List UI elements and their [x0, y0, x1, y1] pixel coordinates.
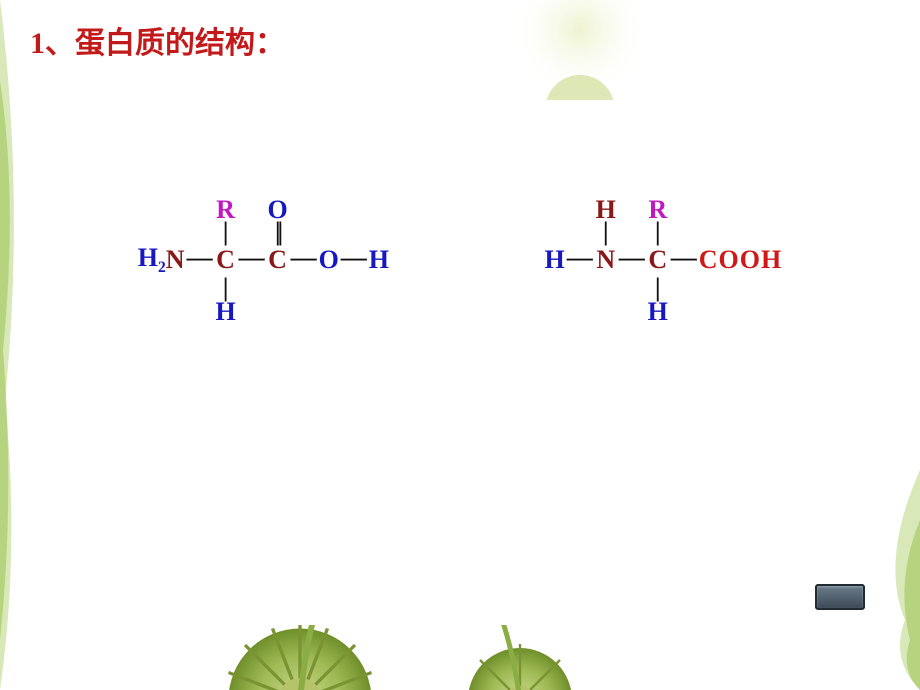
h-atom: H [215, 299, 235, 325]
bond: — [619, 243, 645, 273]
slide-title: 1、蛋白质的结构： [30, 18, 285, 62]
alpha-carbon: R | C | H [215, 245, 237, 275]
h-atom: H [369, 245, 389, 275]
alpha-carbon: R | C | H [647, 245, 669, 275]
bond: — [341, 243, 367, 273]
carbonyl-carbon: O || C [267, 245, 289, 275]
n-atom: H | N [595, 245, 617, 275]
bond: — [239, 243, 265, 273]
slide-content: 1、蛋白质的结构： H2N — R | C | H — O || C — O —… [0, 0, 920, 690]
bond: — [291, 243, 317, 273]
bond-vert: | [223, 219, 229, 245]
chemical-structures: H2N — R | C | H — O || C — O — H H — [60, 170, 860, 350]
amino-acid-structure-right: H — H | N — R | C | H — COOH [545, 245, 783, 275]
navigation-icon[interactable] [815, 584, 865, 610]
double-bond: || [275, 219, 280, 245]
n-atom: N [166, 245, 185, 275]
o-atom: O [319, 245, 339, 275]
h2-label: H [138, 243, 158, 272]
amino-acid-structure-left: H2N — R | C | H — O || C — O — H [138, 243, 389, 277]
bond-vert: | [655, 219, 661, 245]
bond-vert: | [603, 219, 609, 245]
bond: — [187, 243, 213, 273]
h2-sub: 2 [158, 259, 166, 276]
h-atom: H [545, 245, 565, 275]
cooh-group: COOH [699, 245, 782, 275]
bond: — [567, 243, 593, 273]
bond: — [671, 243, 697, 273]
h-atom: H [648, 299, 668, 325]
